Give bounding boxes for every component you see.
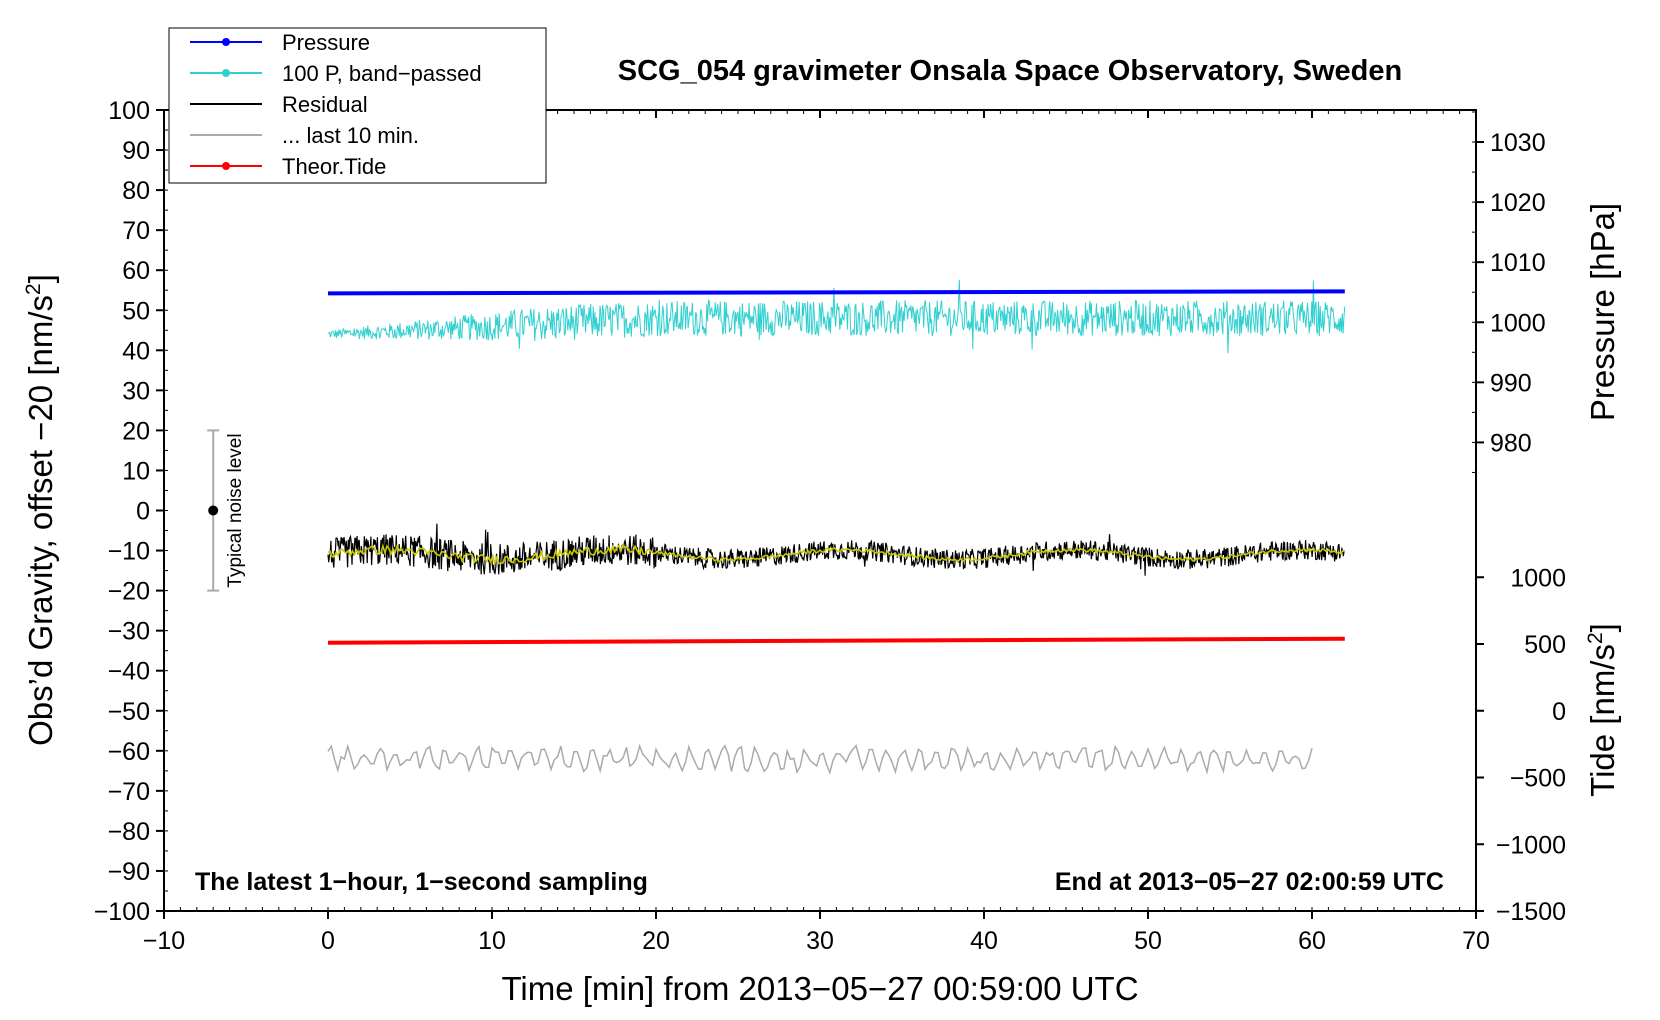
chart-title: SCG_054 gravimeter Onsala Space Observat…	[618, 55, 1402, 87]
y-axis-title-tide: Tide [nm/s2]	[1584, 623, 1621, 797]
tide-tick-label: −1000	[1496, 831, 1566, 859]
y-axis-title-tide-main: Tide [nm/s	[1584, 644, 1621, 797]
y-tick-label: 30	[122, 377, 150, 405]
y-axis-title-left-sup: 2	[22, 283, 45, 295]
x-tick-label: 50	[1134, 927, 1162, 955]
annotation-end-time: End at 2013−05−27 02:00:59 UTC	[1055, 868, 1444, 896]
pressure-tick-label: 1030	[1490, 129, 1546, 157]
series-layer	[327, 279, 1346, 775]
legend: Pressure 100 P, band−passed Residual ... la…	[168, 27, 547, 184]
legend-items: Pressure 100 P, band−passed Residual ... la…	[190, 30, 482, 179]
y-axis-ticks: 1009080706050403020100−10−20−30−40−50−60…	[94, 97, 164, 926]
y-tick-label: 90	[122, 137, 150, 165]
legend-marker	[222, 38, 230, 46]
y-tick-label: 60	[122, 257, 150, 285]
tide-tick-label: 0	[1552, 698, 1566, 726]
noise-level-center-dot	[208, 505, 219, 516]
x-tick-label: 10	[478, 927, 506, 955]
y-tick-label: −60	[108, 738, 150, 766]
y-tick-label: 70	[122, 217, 150, 245]
y-tick-label: 40	[122, 337, 150, 365]
x-tick-label: 30	[806, 927, 834, 955]
x-tick-label: −10	[143, 927, 185, 955]
pressure-tick-label: 980	[1490, 429, 1532, 457]
y-axis-title-left-end: ]	[22, 274, 59, 283]
y-tick-label: 50	[122, 297, 150, 325]
noise-level-label: Typical noise level	[225, 433, 246, 587]
x-tick-label: 60	[1298, 927, 1326, 955]
legend-label: 100 P, band−passed	[282, 61, 482, 86]
y-axis-title-left: Obs’d Gravity, offset −20 [nm/s2]	[22, 274, 59, 746]
legend-label: Residual	[282, 92, 368, 117]
x-tick-label: 70	[1462, 927, 1490, 955]
legend-label: Theor.Tide	[282, 154, 386, 179]
tide-tick-label: 1000	[1510, 564, 1566, 592]
x-tick-label: 40	[970, 927, 998, 955]
y-tick-label: −50	[108, 698, 150, 726]
legend-label: ... last 10 min.	[282, 123, 419, 148]
pressure-tick-label: 1020	[1490, 189, 1546, 217]
y-tick-label: 20	[122, 417, 150, 445]
y-tick-label: 10	[122, 457, 150, 485]
y-tick-label: −40	[108, 658, 150, 686]
x-tick-label: 0	[321, 927, 335, 955]
x-axis-ticks: −10 0 10 20 30 40 50 60 70	[143, 110, 1490, 955]
y-axis-title-pressure: Pressure [hPa]	[1584, 203, 1621, 421]
legend-label: Pressure	[282, 30, 370, 55]
y-tick-label: −90	[108, 858, 150, 886]
annotation-sampling: The latest 1−hour, 1−second sampling	[195, 868, 648, 896]
series-pressure	[327, 289, 1345, 296]
y-tick-label: 80	[122, 177, 150, 205]
series-last-10-min	[327, 743, 1313, 775]
tide-axis-ticks: 1000 500 0 −500 −1000 −1500	[1476, 564, 1566, 926]
series-theor-tide	[327, 636, 1345, 645]
legend-marker	[222, 69, 230, 77]
series-pressure-bandpassed	[327, 279, 1346, 354]
legend-box	[168, 27, 547, 184]
y-tick-label: −80	[108, 818, 150, 846]
y-axis-title-tide-end: ]	[1584, 623, 1621, 632]
y-tick-label: −20	[108, 578, 150, 606]
pressure-tick-label: 1010	[1490, 249, 1546, 277]
y-tick-label: 100	[108, 97, 150, 125]
y-axis-title-left-main: Obs’d Gravity, offset −20 [nm/s	[22, 295, 59, 746]
typical-noise-level: Typical noise level	[207, 429, 246, 592]
y-tick-label: −30	[108, 618, 150, 646]
tide-tick-label: −500	[1510, 765, 1566, 793]
pressure-tick-label: 1000	[1490, 309, 1546, 337]
tide-tick-label: 500	[1524, 631, 1566, 659]
y-axis-title-tide-sup: 2	[1584, 632, 1607, 644]
series-residual-smoothed	[327, 543, 1346, 567]
tide-tick-label: −1500	[1496, 898, 1566, 926]
y-tick-label: 0	[136, 498, 150, 526]
minor-ticks	[163, 109, 1477, 912]
y-tick-label: −100	[94, 898, 150, 926]
legend-marker	[222, 162, 230, 170]
pressure-tick-label: 990	[1490, 369, 1532, 397]
y-tick-label: −70	[108, 778, 150, 806]
y-tick-label: −10	[108, 538, 150, 566]
pressure-axis-ticks: 980 990 1000 1010 1020 1030	[1472, 111, 1546, 473]
x-axis-title: Time [min] from 2013−05−27 00:59:00 UTC	[501, 970, 1138, 1007]
x-tick-label: 20	[642, 927, 670, 955]
